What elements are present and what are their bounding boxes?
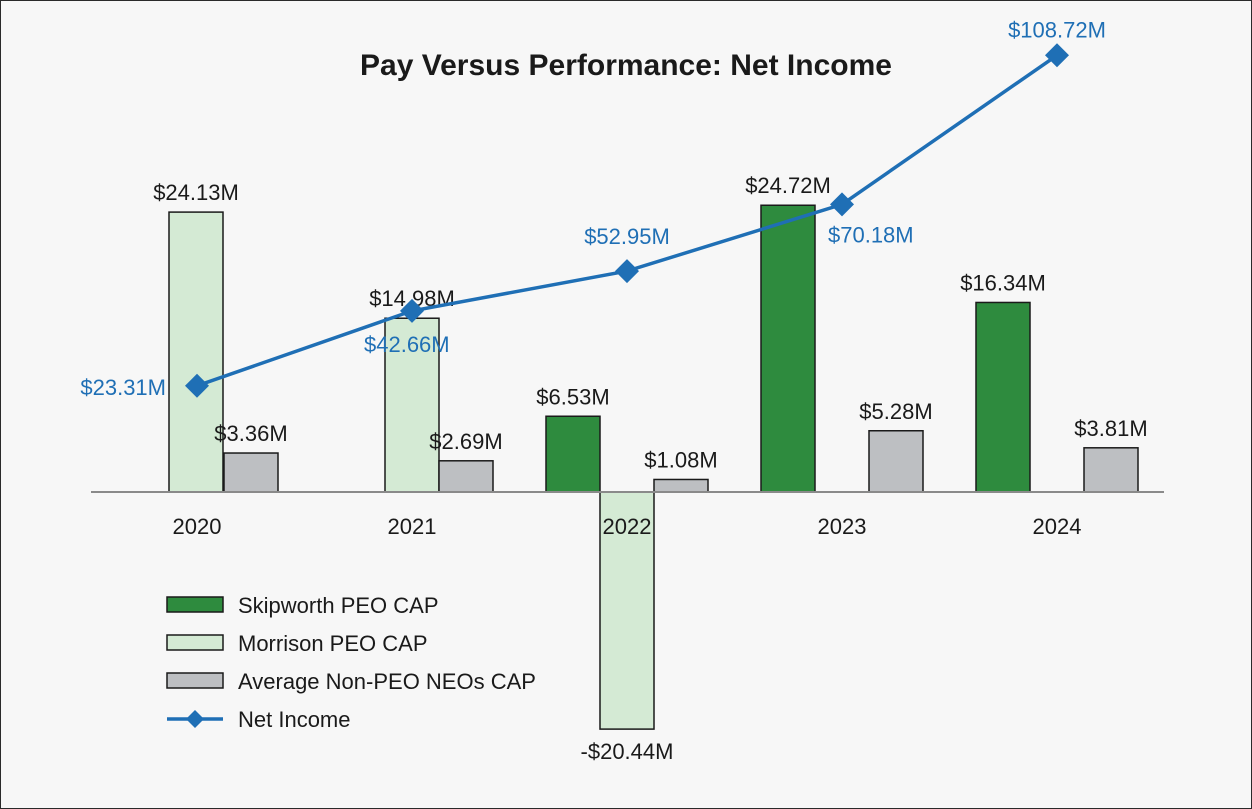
bar-average-non-peo-neos-cap-2023 — [868, 430, 924, 493]
bars-layer: $6.53M$24.72M$16.34M$24.13M$14.98M-$20.4… — [153, 173, 1148, 764]
bar-label-skipworth-peo-cap-2024: $16.34M — [960, 270, 1046, 295]
bar-label-average-non-peo-neos-cap-2023: $5.28M — [859, 399, 932, 424]
x-tick-label-2022: 2022 — [603, 514, 652, 539]
net-income-label-2021: $42.66M — [364, 332, 450, 357]
net-income-label-2022: $52.95M — [584, 224, 670, 249]
net-income-point-2021 — [400, 298, 424, 323]
net-income-line — [196, 53, 1058, 388]
x-tick-label-2023: 2023 — [818, 514, 867, 539]
legend-label-skipworth-peo-cap: Skipworth PEO CAP — [238, 593, 439, 618]
legend-label-morrison-peo-cap: Morrison PEO CAP — [238, 631, 428, 656]
legend-label-net-income: Net Income — [238, 707, 351, 732]
bar-label-average-non-peo-neos-cap-2021: $2.69M — [429, 429, 502, 454]
net-income-point-2022 — [615, 259, 639, 284]
x-tick-label-2021: 2021 — [388, 514, 437, 539]
legend-label-average-non-peo-neos-cap: Average Non-PEO NEOs CAP — [238, 669, 536, 694]
bar-average-non-peo-neos-cap-2024 — [1083, 447, 1139, 493]
net-income-point-2023 — [830, 192, 854, 217]
bar-average-non-peo-neos-cap-2021 — [438, 460, 494, 493]
bar-label-average-non-peo-neos-cap-2020: $3.36M — [214, 421, 287, 446]
bar-label-morrison-peo-cap-2022: -$20.44M — [581, 739, 674, 764]
bar-morrison-peo-cap-2020 — [168, 211, 224, 493]
bar-skipworth-peo-cap-2024 — [975, 301, 1031, 493]
bar-skipworth-peo-cap-2023 — [760, 204, 816, 493]
net-income-label-2020: $23.31M — [80, 375, 166, 400]
net-income-point-2020 — [185, 373, 209, 398]
net-income-line-layer: $23.31M $42.66M $52.95M $70.18M $108.72M — [80, 17, 1106, 400]
bar-label-average-non-peo-neos-cap-2022: $1.08M — [644, 447, 717, 472]
x-tick-label-2024: 2024 — [1033, 514, 1082, 539]
x-tick-labels: 2020 2021 2022 2023 2024 — [173, 514, 1082, 539]
net-income-label-2024: $108.72M — [1008, 17, 1106, 42]
net-income-label-2023: $70.18M — [828, 222, 914, 247]
bar-label-skipworth-peo-cap-2022: $6.53M — [536, 384, 609, 409]
chart-title: Pay Versus Performance: Net Income — [360, 49, 892, 82]
bar-label-average-non-peo-neos-cap-2024: $3.81M — [1074, 416, 1147, 441]
legend-swatch-net-income — [167, 710, 223, 728]
legend-swatch-average-non-peo-neos-cap — [166, 672, 224, 689]
legend-swatch-morrison-peo-cap — [166, 634, 224, 651]
bar-average-non-peo-neos-cap-2020 — [223, 452, 279, 493]
legend: Skipworth PEO CAP Morrison PEO CAP Average… — [166, 593, 536, 732]
bar-label-morrison-peo-cap-2020: $24.13M — [153, 180, 239, 205]
legend-swatch-skipworth-peo-cap — [166, 596, 224, 613]
bar-label-skipworth-peo-cap-2023: $24.72M — [745, 173, 831, 198]
bar-morrison-peo-cap-2022 — [599, 491, 655, 730]
x-tick-label-2020: 2020 — [173, 514, 222, 539]
net-income-point-2024 — [1045, 43, 1069, 68]
bar-skipworth-peo-cap-2022 — [545, 415, 601, 493]
bar-average-non-peo-neos-cap-2022 — [653, 478, 709, 493]
